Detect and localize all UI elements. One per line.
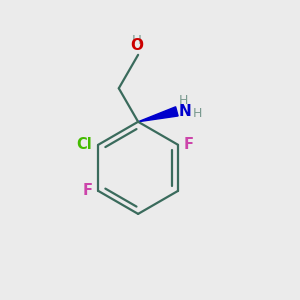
Text: O: O (130, 38, 143, 53)
Text: Cl: Cl (76, 137, 92, 152)
Text: F: F (184, 137, 194, 152)
Text: F: F (82, 183, 92, 198)
Text: H: H (132, 34, 142, 47)
Text: N: N (178, 103, 191, 118)
Text: H: H (178, 94, 188, 107)
Text: H: H (193, 107, 203, 120)
Polygon shape (138, 107, 178, 122)
